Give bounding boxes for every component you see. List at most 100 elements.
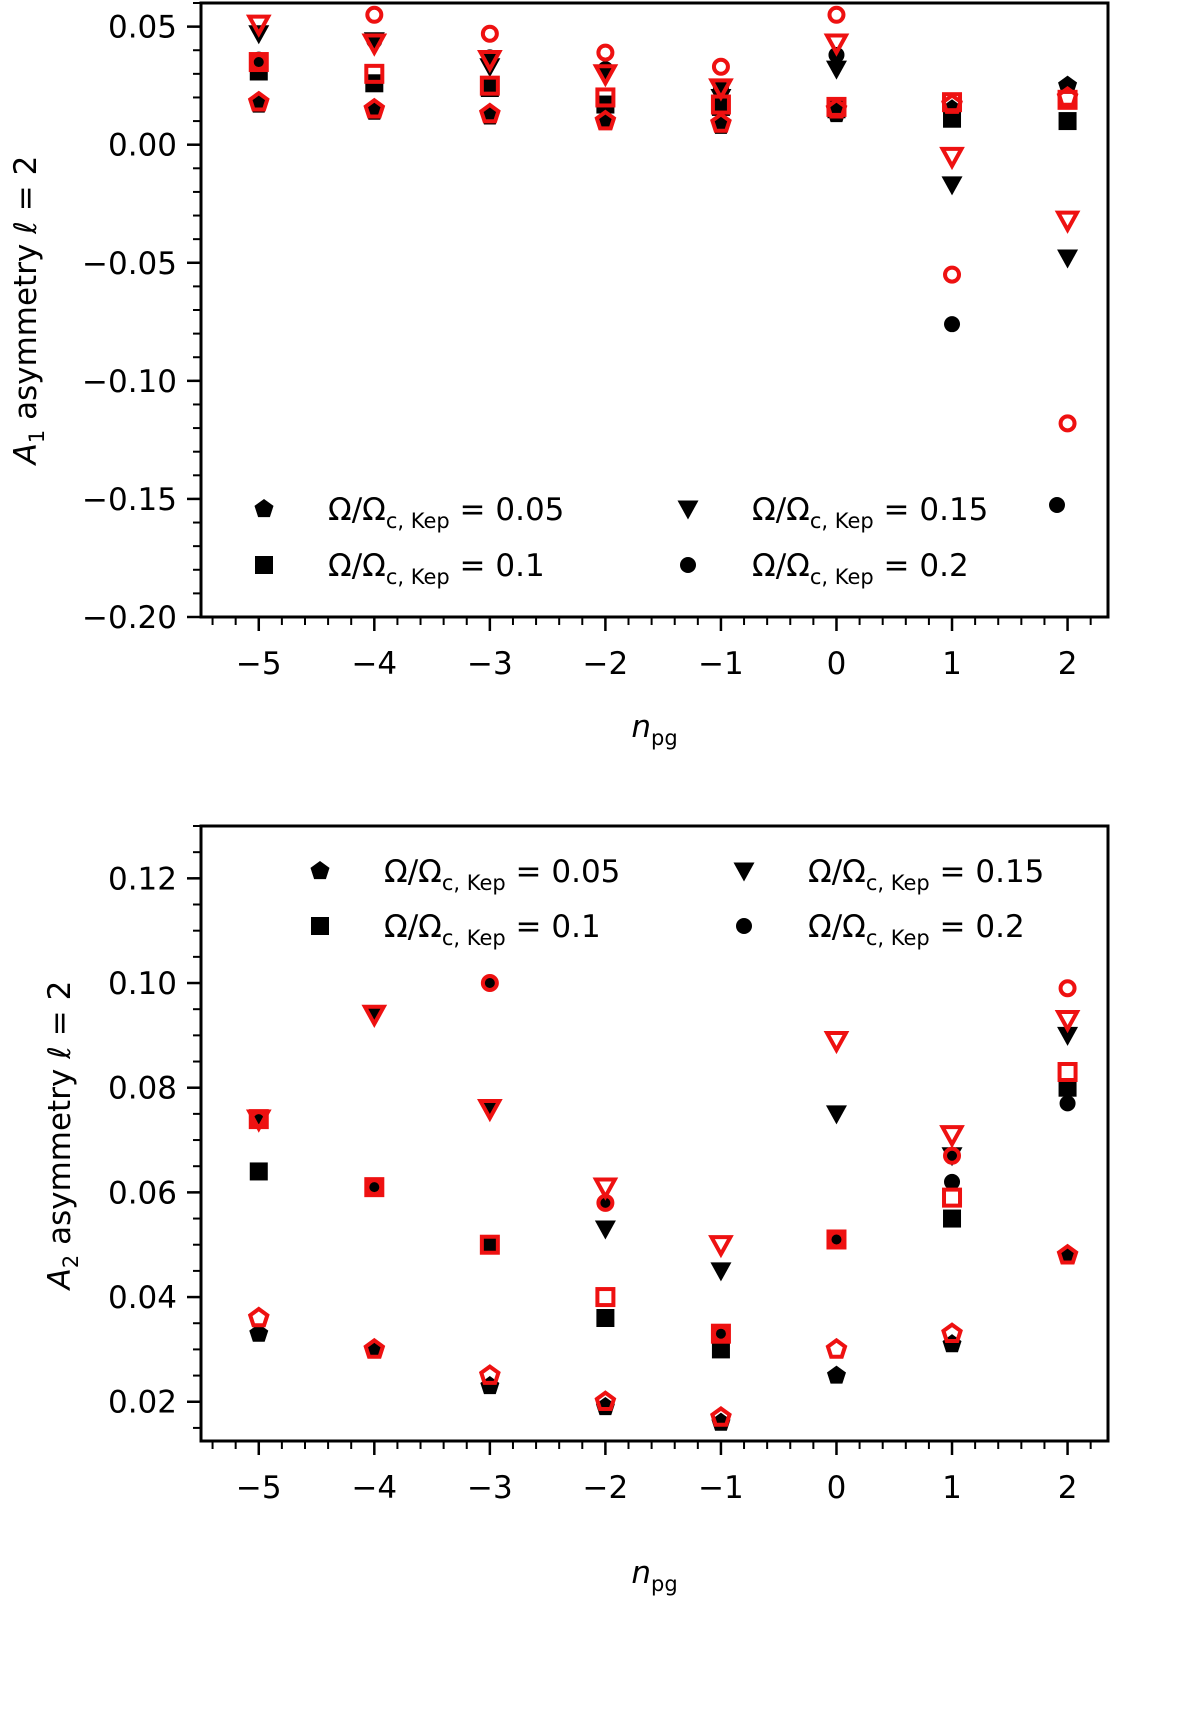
data-point-circle-red [249, 53, 268, 72]
x-tick-label: 1 [942, 1470, 962, 1506]
y-tick-label: 0.10 [108, 966, 177, 1002]
data-point-triangle-down-red [477, 50, 503, 74]
x-tick-label: −4 [351, 646, 397, 682]
y-axis-label: A2 asymmetry ℓ = 2 [42, 981, 83, 1292]
data-point-pentagon-red [247, 1306, 270, 1328]
y-tick-label: −0.05 [82, 246, 177, 282]
data-point-triangle-down-red [823, 1030, 850, 1055]
data-point-circle-red [596, 1193, 615, 1212]
data-point-square-red [942, 1187, 963, 1208]
axes-frame [199, 824, 1110, 1443]
y-tick-label: −0.15 [82, 482, 177, 518]
x-tick-label: −5 [236, 646, 282, 682]
x-tick-label: −1 [698, 646, 744, 682]
data-point-pentagon-red [594, 109, 617, 131]
data-point-circle-red [827, 5, 846, 24]
data-point-triangle-down-red [939, 1125, 965, 1149]
data-point-pentagon-red [247, 90, 270, 112]
data-point-circle-black [1059, 1095, 1076, 1112]
y-tick-label: 0.08 [108, 1071, 177, 1107]
top-panel-a1-asymmetry: −5 −4 −3 −2 −1 0 1 2 0.05 0.00 −0.05 −0.10 −0.15 −0.2… [8, 1, 1110, 750]
data-point-square-red [479, 1234, 500, 1255]
plot-area [245, 974, 1081, 1431]
data-point-square-red [479, 75, 500, 96]
data-point-square-black [1058, 1078, 1077, 1097]
y-tick-label: 0.02 [108, 1385, 177, 1421]
data-point-square-black [943, 1209, 962, 1228]
data-point-circle-black [944, 1173, 961, 1190]
data-point-square-black [711, 1340, 730, 1359]
data-point-triangle-down-red [939, 146, 965, 171]
data-point-circle-red [1058, 414, 1077, 433]
x-tick-label: −3 [467, 1470, 513, 1506]
data-point-triangle-down-black [594, 1220, 616, 1240]
data-point-triangle-down-black [941, 176, 963, 196]
bottom-panel-a2-asymmetry: −5 −4 −3 −2 −1 0 1 2 0.02 0.04 0.06 0.08 0.10 0.12 npg… [42, 824, 1110, 1596]
y-tick-label: 0.00 [108, 128, 177, 164]
data-point-square-red [826, 96, 847, 117]
data-point-pentagon-red [710, 1405, 732, 1427]
data-point-triangle-down-black [1057, 1026, 1079, 1046]
data-point-pentagon-black [826, 1365, 846, 1384]
data-point-square-red [1057, 89, 1078, 110]
x-tick-label: 2 [1058, 1470, 1078, 1506]
data-point-triangle-down-red [592, 64, 619, 88]
legend: Ω/Ωc, Kep = 0.05 Ω/Ωc, Kep = 0.1 Ω/Ωc, Kep… [310, 854, 1044, 950]
data-point-square-black [249, 1162, 268, 1181]
y-tick-label: −0.10 [82, 364, 177, 400]
data-point-square-black [480, 1235, 499, 1254]
data-point-square-red [595, 1287, 616, 1308]
data-point-triangle-down-red [1054, 210, 1081, 234]
legend-extra-circle-marker [1049, 497, 1065, 513]
legend-marker-triangle-down [733, 862, 755, 882]
legend-label: Ω/Ωc, Kep = 0.2 [752, 548, 969, 589]
legend-label: Ω/Ωc, Kep = 0.15 [808, 854, 1044, 895]
data-point-pentagon-red [363, 97, 386, 119]
y-tick-label: −0.20 [82, 600, 177, 636]
x-axis-label: npg [631, 709, 677, 750]
legend-marker-circle [680, 557, 696, 573]
data-point-triangle-down-red [708, 1235, 734, 1259]
data-point-triangle-down-red [592, 1177, 619, 1201]
data-point-pentagon-red [1056, 1243, 1079, 1265]
data-point-square-red [595, 87, 616, 108]
legend-marker-triangle-down [677, 500, 699, 520]
y-tick-label: 0.06 [108, 1175, 177, 1211]
data-point-circle-red [827, 1230, 846, 1249]
data-point-circle-red [480, 24, 499, 43]
legend-label: Ω/Ωc, Kep = 0.05 [328, 492, 564, 533]
data-point-triangle-down-red [477, 1098, 503, 1123]
legend: Ω/Ωc, Kep = 0.05 Ω/Ωc, Kep = 0.1 Ω/Ωc, Kep… [254, 492, 988, 589]
x-tick-label: 1 [942, 646, 962, 682]
data-point-triangle-down-black [710, 1262, 732, 1282]
x-tick-label: −4 [351, 1470, 397, 1506]
data-point-circle-red [711, 1324, 730, 1343]
data-point-square-black [596, 1309, 615, 1327]
x-tick-label: −5 [236, 1470, 282, 1506]
y-tick-label: 0.04 [108, 1280, 177, 1316]
y-axis-label: A1 asymmetry ℓ = 2 [8, 156, 49, 467]
data-point-square-red [364, 63, 385, 84]
data-point-triangle-down-black [825, 60, 847, 80]
legend-marker-square [311, 917, 329, 935]
data-point-circle-red [596, 43, 615, 62]
data-point-triangle-down-red [1054, 1010, 1081, 1034]
legend-marker-square [255, 556, 273, 574]
data-point-pentagon-red [478, 1364, 501, 1385]
x-tick-label: −3 [467, 646, 513, 682]
legend-label: Ω/Ωc, Kep = 0.1 [384, 909, 601, 950]
data-point-square-black [943, 109, 962, 128]
x-tick-label: −1 [698, 1470, 744, 1506]
legend-marker-pentagon [310, 861, 330, 880]
data-point-pentagon-black [1058, 75, 1078, 94]
data-point-triangle-down-red [823, 33, 850, 57]
data-point-pentagon-red [594, 1390, 617, 1412]
data-point-square-black [1058, 112, 1077, 131]
x-tick-label: −2 [583, 1470, 629, 1506]
data-point-circle-red [943, 1146, 962, 1165]
y-tick-label: 0.05 [108, 10, 177, 46]
data-point-triangle-down-red [245, 14, 272, 38]
data-point-pentagon-black [249, 1323, 269, 1342]
data-point-triangle-down-black [825, 1105, 847, 1125]
